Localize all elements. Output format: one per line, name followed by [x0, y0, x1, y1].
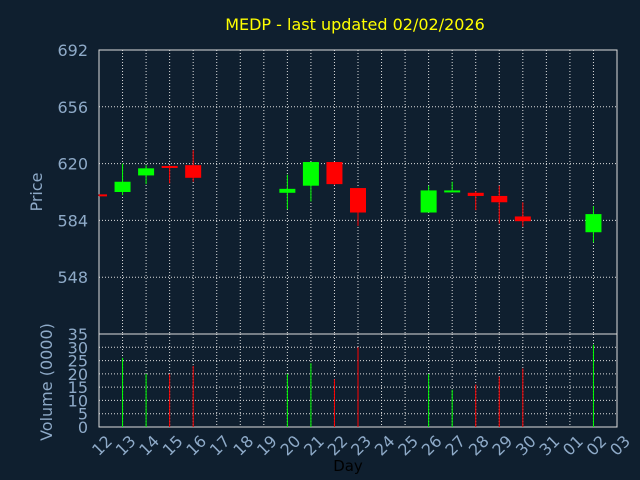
price-tick-label: 692 — [57, 41, 88, 60]
price-tick-label: 548 — [57, 268, 88, 287]
candle-body — [585, 214, 602, 233]
candle-body — [514, 216, 531, 222]
volume-tick-label: 20 — [68, 365, 88, 384]
volume-tick-label: 15 — [68, 378, 88, 397]
candle-body — [326, 162, 343, 185]
volume-tick-label: 0 — [78, 418, 88, 437]
volume-tick-label: 35 — [68, 325, 88, 344]
price-tick-label: 656 — [57, 98, 88, 117]
price-axis-ticks: 692 656 620 584 548 — [57, 41, 88, 287]
candles — [98, 150, 602, 243]
price-tick-label: 620 — [57, 155, 88, 174]
candle-body — [279, 188, 296, 193]
price-axis-label: Price — [27, 172, 46, 211]
candle-body — [420, 190, 437, 213]
x-tick-label: 03 — [606, 432, 634, 460]
candle-body — [444, 190, 461, 193]
candle-body — [467, 192, 484, 196]
chart-title: MEDP - last updated 02/02/2026 — [225, 15, 485, 34]
volume-bars — [122, 344, 594, 427]
volume-tick-label: 30 — [68, 338, 88, 357]
price-tick-label: 584 — [57, 211, 88, 230]
candle-body — [138, 168, 155, 176]
candle-body — [302, 162, 319, 186]
candle-body — [185, 165, 202, 178]
volume-axis-label: Volume (0000) — [37, 323, 56, 441]
volume-tick-label: 25 — [68, 352, 88, 371]
candle-body — [491, 195, 508, 203]
candle-body — [114, 181, 131, 192]
x-axis-tick-labels: 1213141516171819202122232425262728293031… — [88, 432, 634, 460]
candle-body — [161, 165, 178, 168]
x-axis-label: Day — [333, 457, 363, 475]
volume-tick-label: 10 — [68, 391, 88, 410]
candle-body — [350, 188, 366, 213]
volume-tick-label: 5 — [78, 405, 88, 424]
candle-body — [99, 194, 107, 197]
